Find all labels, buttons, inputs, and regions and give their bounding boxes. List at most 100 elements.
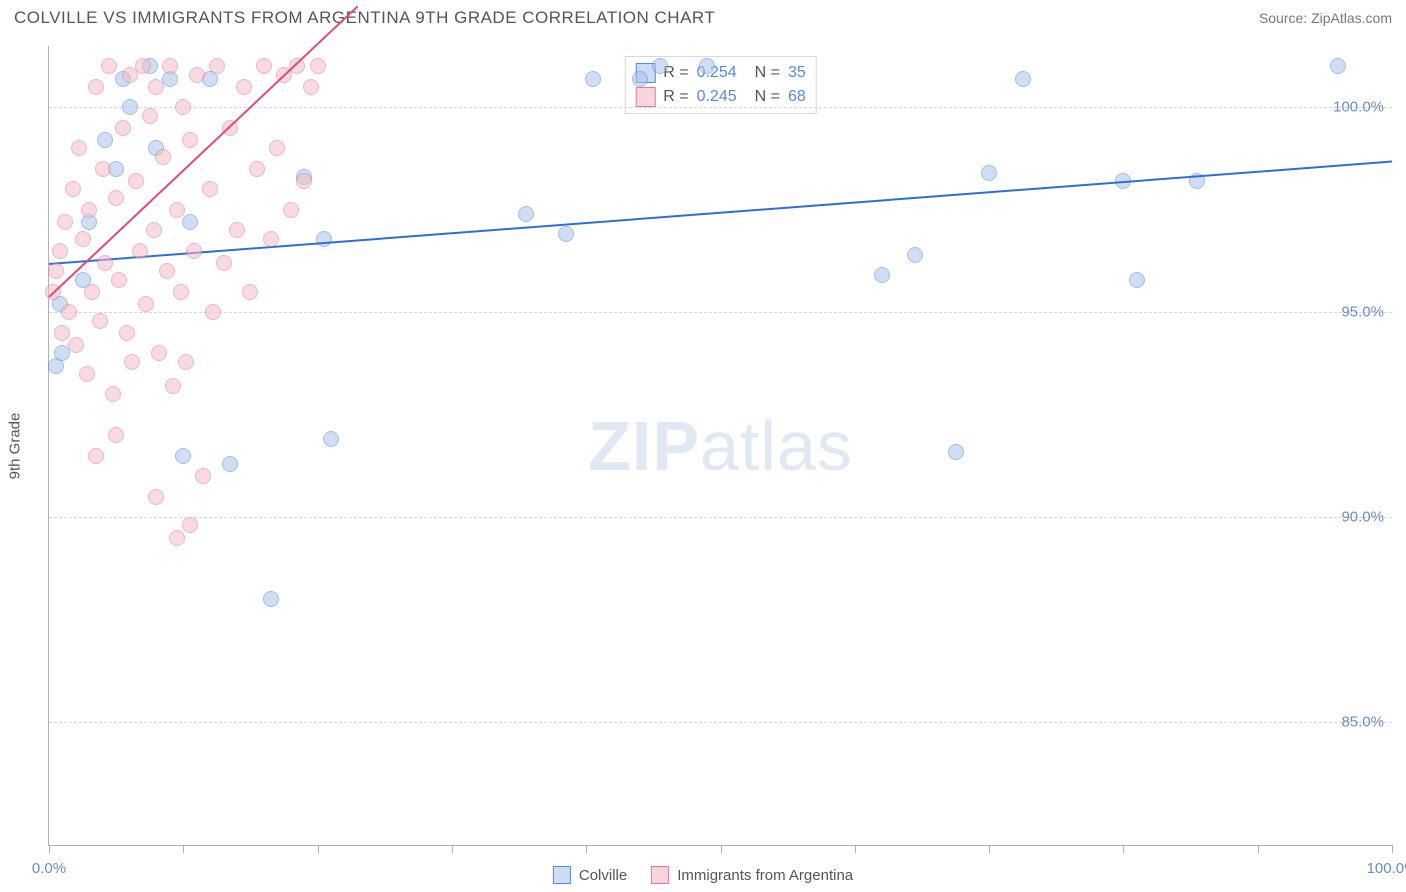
scatter-point (105, 386, 121, 402)
scatter-point (1330, 58, 1346, 74)
scatter-point (173, 284, 189, 300)
scatter-point (169, 202, 185, 218)
gridline (49, 312, 1392, 313)
legend-item: Immigrants from Argentina (651, 866, 853, 884)
watermark: ZIPatlas (588, 406, 853, 486)
scatter-point (263, 591, 279, 607)
scatter-point (148, 79, 164, 95)
scatter-point (907, 247, 923, 263)
scatter-point (1129, 272, 1145, 288)
scatter-point (182, 517, 198, 533)
scatter-point (269, 140, 285, 156)
x-tick (1392, 845, 1393, 853)
scatter-point (146, 222, 162, 238)
scatter-point (518, 206, 534, 222)
y-tick-label: 90.0% (1341, 509, 1384, 526)
x-tick (1123, 845, 1124, 853)
scatter-point (65, 181, 81, 197)
legend-swatch (635, 87, 655, 107)
scatter-point (159, 263, 175, 279)
legend-item: Colville (553, 866, 627, 884)
scatter-point (256, 58, 272, 74)
scatter-point (88, 79, 104, 95)
x-tick-label: 0.0% (32, 860, 66, 877)
scatter-point (95, 161, 111, 177)
scatter-point (585, 71, 601, 87)
legend-r-value: 0.245 (697, 88, 737, 106)
scatter-point (186, 243, 202, 259)
scatter-point (175, 448, 191, 464)
scatter-point (81, 202, 97, 218)
trendline (48, 5, 358, 297)
scatter-point (122, 99, 138, 115)
scatter-point (155, 149, 171, 165)
scatter-point (84, 284, 100, 300)
scatter-point (111, 272, 127, 288)
scatter-point (132, 243, 148, 259)
legend-stat-row: R = 0.245 N = 68 (635, 85, 806, 109)
scatter-point (222, 456, 238, 472)
scatter-point (283, 202, 299, 218)
scatter-point (119, 325, 135, 341)
legend-r-label: R = (663, 88, 688, 106)
scatter-point (310, 58, 326, 74)
chart-container: ZIPatlas 9th Grade R = 0.254N = 35R = 0.… (48, 46, 1392, 846)
scatter-point (175, 99, 191, 115)
watermark-light: atlas (700, 407, 853, 485)
legend-n-label: N = (755, 64, 780, 82)
scatter-point (178, 354, 194, 370)
y-tick-label: 85.0% (1341, 714, 1384, 731)
scatter-point (948, 444, 964, 460)
scatter-point (71, 140, 87, 156)
scatter-point (75, 231, 91, 247)
x-tick (989, 845, 990, 853)
scatter-point (48, 263, 64, 279)
scatter-point (135, 58, 151, 74)
scatter-point (209, 58, 225, 74)
legend-n-value: 68 (788, 88, 806, 106)
gridline (49, 517, 1392, 518)
x-tick (855, 845, 856, 853)
scatter-point (242, 284, 258, 300)
scatter-point (182, 132, 198, 148)
scatter-point (108, 190, 124, 206)
scatter-point (128, 173, 144, 189)
scatter-point (229, 222, 245, 238)
x-tick (721, 845, 722, 853)
scatter-point (195, 468, 211, 484)
scatter-point (142, 108, 158, 124)
x-tick (452, 845, 453, 853)
scatter-point (323, 431, 339, 447)
scatter-point (1015, 71, 1031, 87)
x-tick (586, 845, 587, 853)
legend-swatch (553, 866, 571, 884)
scatter-point (61, 304, 77, 320)
y-tick-label: 100.0% (1333, 99, 1384, 116)
scatter-point (101, 58, 117, 74)
scatter-point (124, 354, 140, 370)
legend-swatch (651, 866, 669, 884)
scatter-point (151, 345, 167, 361)
scatter-point (236, 79, 252, 95)
scatter-point (202, 181, 218, 197)
chart-title: COLVILLE VS IMMIGRANTS FROM ARGENTINA 9T… (14, 8, 715, 28)
plot-area: ZIPatlas 9th Grade R = 0.254N = 35R = 0.… (48, 46, 1392, 846)
scatter-point (162, 58, 178, 74)
scatter-point (88, 448, 104, 464)
scatter-point (138, 296, 154, 312)
gridline (49, 722, 1392, 723)
source-label: Source: ZipAtlas.com (1259, 10, 1392, 26)
scatter-point (699, 58, 715, 74)
y-tick-label: 95.0% (1341, 304, 1384, 321)
legend-n-label: N = (755, 88, 780, 106)
x-tick (49, 845, 50, 853)
y-axis-title: 9th Grade (7, 412, 24, 479)
scatter-point (632, 71, 648, 87)
x-tick (318, 845, 319, 853)
watermark-bold: ZIP (588, 407, 700, 485)
scatter-point (97, 255, 113, 271)
scatter-point (263, 231, 279, 247)
legend-n-value: 35 (788, 64, 806, 82)
scatter-point (981, 165, 997, 181)
scatter-point (249, 161, 265, 177)
